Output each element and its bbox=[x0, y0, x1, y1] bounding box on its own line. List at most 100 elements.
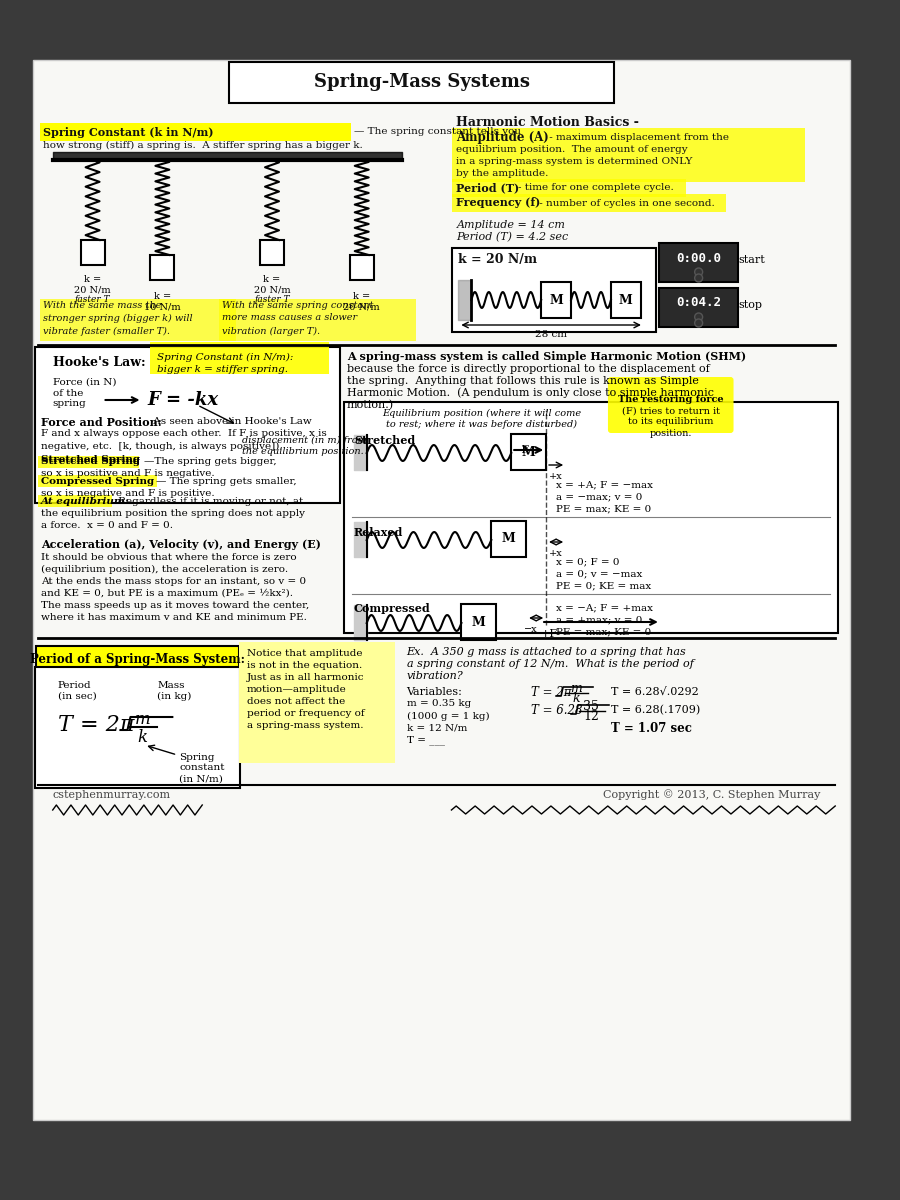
Text: so x is negative and F is positive.: so x is negative and F is positive. bbox=[40, 488, 214, 498]
Text: position.: position. bbox=[650, 428, 692, 438]
Text: k =
10 N/m: k = 10 N/m bbox=[144, 292, 181, 311]
Text: Stretched Spring: Stretched Spring bbox=[40, 457, 140, 467]
Text: The mass speeds up as it moves toward the center,: The mass speeds up as it moves toward th… bbox=[40, 600, 309, 610]
Text: start: start bbox=[739, 254, 765, 265]
Text: Spring: Spring bbox=[179, 752, 215, 762]
Text: −F: −F bbox=[513, 445, 530, 455]
FancyBboxPatch shape bbox=[608, 377, 733, 433]
Text: Period of a Spring-Mass System:: Period of a Spring-Mass System: bbox=[30, 653, 245, 666]
Text: Stretched: Stretched bbox=[354, 434, 415, 445]
Bar bbox=[150, 254, 175, 280]
Text: negative, etc.  [k, though, is always positive]).: negative, etc. [k, though, is always pos… bbox=[40, 442, 283, 450]
Text: equilibrium position.  The amount of energy: equilibrium position. The amount of ener… bbox=[456, 145, 688, 155]
FancyBboxPatch shape bbox=[40, 122, 351, 140]
Text: because the force is directly proportional to the displacement of: because the force is directly proportion… bbox=[346, 364, 709, 374]
Text: T = 1.07 sec: T = 1.07 sec bbox=[611, 721, 692, 734]
Text: The restoring force: The restoring force bbox=[618, 396, 724, 404]
Text: Frequency (f): Frequency (f) bbox=[456, 198, 541, 209]
Text: is not in the equation.: is not in the equation. bbox=[248, 660, 363, 670]
Text: Force (in N): Force (in N) bbox=[53, 378, 116, 386]
Text: M: M bbox=[549, 294, 563, 306]
Text: so x is positive and F is negative.: so x is positive and F is negative. bbox=[40, 469, 214, 479]
Text: a force.  x = 0 and F = 0.: a force. x = 0 and F = 0. bbox=[40, 521, 173, 529]
Text: k = 12 N/m: k = 12 N/m bbox=[407, 724, 467, 732]
FancyBboxPatch shape bbox=[230, 62, 614, 103]
Text: PE = max; KE = 0: PE = max; KE = 0 bbox=[556, 504, 652, 514]
Text: PE = max; KE = 0: PE = max; KE = 0 bbox=[556, 628, 652, 636]
Text: to its equilibrium: to its equilibrium bbox=[628, 418, 714, 426]
Text: a = 0; v = −max: a = 0; v = −max bbox=[556, 570, 643, 578]
Bar bbox=[462, 604, 496, 640]
Bar bbox=[541, 282, 572, 318]
Text: displacement (in m) from: displacement (in m) from bbox=[242, 436, 367, 444]
Text: m: m bbox=[135, 712, 150, 728]
Text: - number of cycles in one second.: - number of cycles in one second. bbox=[536, 198, 715, 208]
Text: T = 2π: T = 2π bbox=[531, 685, 572, 698]
Text: At equilibrium:: At equilibrium: bbox=[40, 497, 130, 505]
Text: +F: +F bbox=[541, 629, 558, 638]
Text: T = 6.28: T = 6.28 bbox=[531, 703, 582, 716]
Text: constant: constant bbox=[179, 763, 225, 773]
Text: M: M bbox=[619, 294, 633, 306]
Text: T = ___: T = ___ bbox=[407, 736, 445, 745]
Text: to rest; where it was before disturbed): to rest; where it was before disturbed) bbox=[386, 420, 577, 428]
Text: —The spring gets bigger,: —The spring gets bigger, bbox=[144, 457, 277, 467]
Text: Period: Period bbox=[58, 680, 91, 690]
Text: m: m bbox=[570, 682, 582, 695]
Text: faster T: faster T bbox=[255, 295, 290, 304]
Text: Amplitude = 14 cm: Amplitude = 14 cm bbox=[456, 220, 565, 230]
FancyBboxPatch shape bbox=[36, 646, 239, 672]
Text: (in sec): (in sec) bbox=[58, 691, 96, 701]
Text: in a spring-mass system is determined ONLY: in a spring-mass system is determined ON… bbox=[456, 157, 693, 167]
Text: k =
20 N/m: k = 20 N/m bbox=[75, 275, 111, 294]
Text: (in kg): (in kg) bbox=[158, 691, 192, 701]
Text: Just as in all harmonic: Just as in all harmonic bbox=[248, 672, 364, 682]
Text: the equilibrium position the spring does not apply: the equilibrium position the spring does… bbox=[40, 509, 305, 517]
Text: stop: stop bbox=[739, 300, 762, 310]
Text: Variables:: Variables: bbox=[407, 686, 463, 697]
Circle shape bbox=[695, 274, 703, 282]
Text: — The spring constant tells you: — The spring constant tells you bbox=[354, 127, 521, 137]
Text: −x: −x bbox=[525, 625, 538, 634]
Text: Copyright © 2013, C. Stephen Murray: Copyright © 2013, C. Stephen Murray bbox=[603, 790, 820, 800]
Text: — The spring gets smaller,: — The spring gets smaller, bbox=[157, 476, 297, 486]
Text: motion.): motion.) bbox=[346, 400, 394, 410]
Text: With the same mass the: With the same mass the bbox=[42, 300, 161, 310]
FancyBboxPatch shape bbox=[38, 494, 112, 506]
Text: Spring-Mass Systems: Spring-Mass Systems bbox=[313, 73, 529, 91]
Text: a = +max; v = 0: a = +max; v = 0 bbox=[556, 616, 643, 624]
Text: Acceleration (a), Velocity (v), and Energy (E): Acceleration (a), Velocity (v), and Ener… bbox=[40, 540, 320, 551]
Text: of the: of the bbox=[53, 389, 83, 397]
Bar bbox=[491, 521, 526, 557]
Text: a = −max; v = 0: a = −max; v = 0 bbox=[556, 492, 643, 502]
Text: faster T: faster T bbox=[75, 295, 111, 304]
Text: Notice that amplitude: Notice that amplitude bbox=[248, 648, 363, 658]
Text: PE = 0; KE = max: PE = 0; KE = max bbox=[556, 582, 652, 590]
Text: and KE = 0, but PE is a maximum (PEₑ = ½kx²).: and KE = 0, but PE is a maximum (PEₑ = ½… bbox=[40, 588, 292, 598]
FancyBboxPatch shape bbox=[40, 299, 236, 341]
FancyBboxPatch shape bbox=[453, 248, 656, 332]
FancyBboxPatch shape bbox=[150, 342, 328, 374]
Text: (equilibrium position), the acceleration is zero.: (equilibrium position), the acceleration… bbox=[40, 564, 288, 574]
Text: a spring constant of 12 N/m.  What is the period of: a spring constant of 12 N/m. What is the… bbox=[407, 659, 694, 670]
Text: motion—amplitude: motion—amplitude bbox=[248, 684, 346, 694]
Text: With the same spring constant: With the same spring constant bbox=[222, 300, 374, 310]
Text: m = 0.35 kg: m = 0.35 kg bbox=[407, 700, 471, 708]
FancyBboxPatch shape bbox=[239, 642, 394, 763]
Circle shape bbox=[695, 313, 703, 320]
Text: F and x always oppose each other.  If F is positive, x is: F and x always oppose each other. If F i… bbox=[40, 430, 327, 438]
Text: A spring-mass system is called Simple Harmonic Motion (SHM): A spring-mass system is called Simple Ha… bbox=[346, 352, 746, 362]
Text: where it has maximum v and KE and minimum PE.: where it has maximum v and KE and minimu… bbox=[40, 612, 307, 622]
Text: As seen above in Hooke's Law: As seen above in Hooke's Law bbox=[150, 418, 312, 426]
Text: Spring Constant (k in N/m): Spring Constant (k in N/m) bbox=[42, 126, 213, 138]
FancyBboxPatch shape bbox=[35, 347, 340, 503]
Text: T = 2π: T = 2π bbox=[58, 714, 134, 736]
Text: 0:00.0: 0:00.0 bbox=[676, 252, 721, 264]
Text: x = 0; F = 0: x = 0; F = 0 bbox=[556, 558, 619, 566]
Text: - maximum displacement from the: - maximum displacement from the bbox=[546, 133, 729, 143]
Text: (in N/m): (in N/m) bbox=[179, 774, 223, 784]
Circle shape bbox=[695, 268, 703, 276]
Text: k =
20 N/m: k = 20 N/m bbox=[344, 292, 380, 311]
Text: T = 6.28(.1709): T = 6.28(.1709) bbox=[611, 704, 700, 715]
Text: spring: spring bbox=[53, 400, 86, 408]
